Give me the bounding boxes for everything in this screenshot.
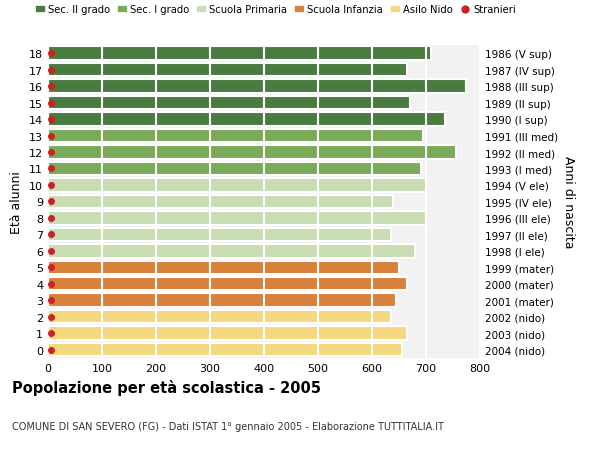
Bar [48, 64, 407, 77]
Bar [48, 245, 415, 258]
Bar [48, 277, 407, 291]
Bar [48, 195, 392, 209]
Bar [48, 146, 456, 159]
Y-axis label: Anni di nascita: Anni di nascita [562, 156, 575, 248]
Text: COMUNE DI SAN SEVERO (FG) - Dati ISTAT 1° gennaio 2005 - Elaborazione TUTTITALIA: COMUNE DI SAN SEVERO (FG) - Dati ISTAT 1… [12, 421, 444, 431]
Text: Popolazione per età scolastica - 2005: Popolazione per età scolastica - 2005 [12, 380, 321, 396]
Bar [48, 343, 402, 357]
Bar [48, 47, 431, 61]
Legend: Sec. II grado, Sec. I grado, Scuola Primaria, Scuola Infanzia, Asilo Nido, Stran: Sec. II grado, Sec. I grado, Scuola Prim… [35, 5, 515, 15]
Bar [48, 129, 424, 143]
Bar [48, 113, 445, 127]
Bar [48, 294, 396, 307]
Bar [48, 179, 426, 192]
Bar [48, 212, 426, 225]
Bar [48, 310, 391, 324]
Bar [48, 80, 467, 94]
Bar [48, 261, 399, 274]
Bar [48, 162, 421, 176]
Bar [48, 228, 391, 241]
Bar [48, 97, 410, 110]
Bar [48, 327, 407, 340]
Y-axis label: Età alunni: Età alunni [10, 171, 23, 233]
